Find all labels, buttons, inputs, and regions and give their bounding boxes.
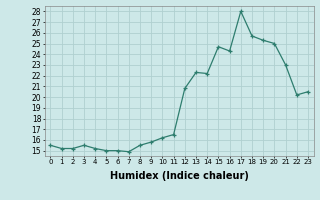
X-axis label: Humidex (Indice chaleur): Humidex (Indice chaleur) bbox=[110, 171, 249, 181]
